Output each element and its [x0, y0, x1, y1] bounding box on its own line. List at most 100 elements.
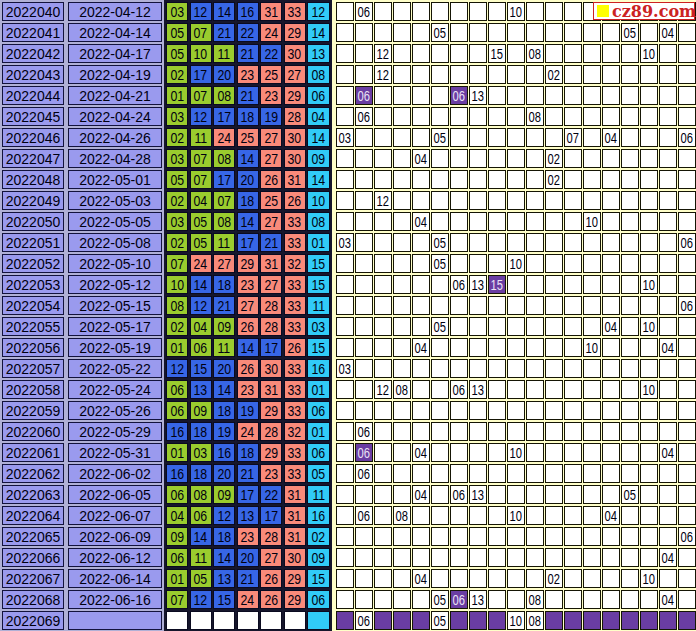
blue-ball: 13	[307, 44, 330, 63]
grid-cell	[393, 590, 411, 609]
period-cell: 2022048	[2, 170, 64, 189]
grid-cell	[336, 170, 354, 189]
red-ball: 06	[190, 506, 212, 525]
grid-cell	[488, 65, 506, 84]
grid-cell	[469, 506, 487, 525]
grid-cell	[583, 548, 601, 567]
red-ball: 21	[237, 44, 259, 63]
grid-cell	[488, 212, 506, 231]
grid-cell	[583, 128, 601, 147]
red-ball: 31	[260, 254, 282, 273]
grid-cell	[431, 359, 449, 378]
red-ball: 10	[190, 44, 212, 63]
grid-cell	[393, 2, 411, 21]
grid-cell	[602, 338, 620, 357]
red-ball: 14	[213, 380, 235, 399]
grid-cell	[393, 548, 411, 567]
grid-cell	[621, 443, 639, 462]
grid-cell	[659, 128, 677, 147]
red-ball: 26	[284, 338, 306, 357]
grid-cell	[545, 506, 563, 525]
grid-cell	[659, 107, 677, 126]
red-ball: 28	[260, 527, 282, 546]
grid-cell: 06	[355, 2, 373, 21]
red-ball: 33	[284, 212, 306, 231]
grid-cell	[469, 443, 487, 462]
grid-cell	[583, 611, 601, 630]
red-ball: 03	[166, 212, 188, 231]
red-ball: 05	[190, 569, 212, 588]
grid-cell: 10	[507, 254, 525, 273]
red-ball: 25	[260, 191, 282, 210]
grid-cell	[545, 422, 563, 441]
grid-cell	[659, 506, 677, 525]
grid-cell	[412, 506, 430, 525]
red-ball: 17	[213, 170, 235, 189]
red-ball: 05	[166, 23, 188, 42]
date-cell: 2022-05-31	[68, 443, 162, 462]
grid-cell	[355, 65, 373, 84]
grid-cell	[469, 128, 487, 147]
red-ball: 27	[260, 128, 282, 147]
grid-cell	[336, 611, 354, 630]
red-ball: 29	[260, 401, 282, 420]
red-ball: 01	[166, 569, 188, 588]
grid-cell	[640, 254, 658, 273]
grid-cell	[507, 191, 525, 210]
grid-cell	[678, 65, 696, 84]
grid-cell	[336, 107, 354, 126]
grid-cell	[450, 23, 468, 42]
grid-cell	[564, 401, 582, 420]
grid-cell	[583, 233, 601, 252]
red-ball: 02	[166, 191, 188, 210]
period-cell: 2022052	[2, 254, 64, 273]
grid-cell: 04	[412, 212, 430, 231]
red-ball: 29	[284, 590, 306, 609]
period-cell: 2022049	[2, 191, 64, 210]
grid-cell	[336, 254, 354, 273]
period-cell: 2022043	[2, 65, 64, 84]
red-ball: 26	[237, 317, 259, 336]
grid-cell	[545, 233, 563, 252]
red-ball: 04	[190, 317, 212, 336]
grid-cell	[526, 548, 544, 567]
grid-cell	[526, 149, 544, 168]
grid-cell	[640, 359, 658, 378]
grid-cell	[374, 254, 392, 273]
date-cell: 2022-05-17	[68, 317, 162, 336]
grid-cell	[678, 317, 696, 336]
red-ball: 16	[237, 2, 259, 21]
grid-cell	[526, 380, 544, 399]
grid-cell	[450, 464, 468, 483]
grid-cell	[355, 338, 373, 357]
period-cell: 2022054	[2, 296, 64, 315]
grid-cell	[431, 422, 449, 441]
red-ball: 12	[190, 107, 212, 126]
grid-cell	[564, 485, 582, 504]
grid-cell	[393, 23, 411, 42]
red-ball: 17	[237, 233, 259, 252]
grid-cell	[564, 569, 582, 588]
date-cell: 2022-05-05	[68, 212, 162, 231]
red-ball: 20	[237, 548, 259, 567]
red-ball: 13	[213, 569, 235, 588]
grid-cell	[640, 443, 658, 462]
grid-cell	[469, 65, 487, 84]
grid-cell	[564, 44, 582, 63]
grid-cell	[469, 191, 487, 210]
grid-cell	[336, 485, 354, 504]
grid-cell	[393, 65, 411, 84]
grid-cell	[564, 527, 582, 546]
grid-cell	[564, 338, 582, 357]
grid-cell	[545, 23, 563, 42]
grid-cell	[507, 65, 525, 84]
grid-cell: 06	[355, 506, 373, 525]
grid-cell	[640, 548, 658, 567]
grid-cell	[393, 170, 411, 189]
grid-cell	[678, 464, 696, 483]
grid-cell	[412, 44, 430, 63]
grid-cell	[507, 401, 525, 420]
blue-ball: 11	[307, 296, 330, 315]
red-ball: 04	[190, 191, 212, 210]
grid-cell	[469, 464, 487, 483]
